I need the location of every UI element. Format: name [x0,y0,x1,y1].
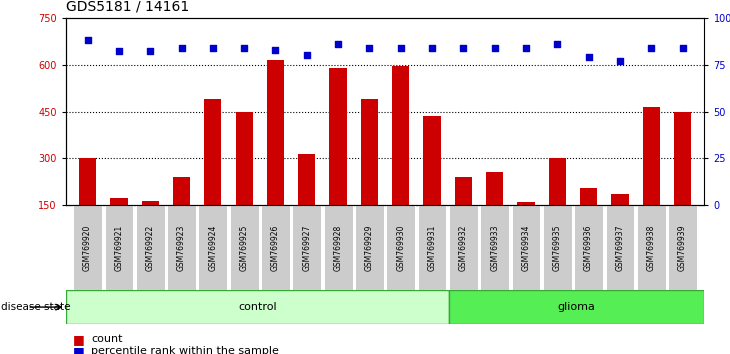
Bar [329,68,347,252]
FancyBboxPatch shape [543,205,572,290]
Point [489,45,501,51]
FancyBboxPatch shape [230,205,258,290]
FancyBboxPatch shape [104,205,134,290]
Point [645,45,657,51]
Text: GDS5181 / 14161: GDS5181 / 14161 [66,0,189,13]
Text: count: count [91,334,123,344]
FancyBboxPatch shape [386,205,415,290]
Point [145,48,156,54]
FancyBboxPatch shape [418,205,447,290]
FancyBboxPatch shape [449,205,477,290]
Bar [549,158,566,252]
Text: ■: ■ [73,345,85,354]
Bar [79,158,96,252]
Text: disease state: disease state [1,302,71,312]
Text: GSM769937: GSM769937 [615,224,624,271]
FancyBboxPatch shape [668,205,697,290]
Text: GSM769936: GSM769936 [584,224,593,271]
Text: GSM769926: GSM769926 [271,224,280,271]
Text: GSM769932: GSM769932 [459,224,468,271]
Point [301,52,312,58]
Text: GSM769927: GSM769927 [302,224,311,271]
Text: GSM769922: GSM769922 [146,225,155,271]
Text: GSM769921: GSM769921 [115,225,123,271]
Text: GSM769929: GSM769929 [365,224,374,271]
Bar [361,99,378,252]
FancyBboxPatch shape [323,205,353,290]
Point [364,45,375,51]
Bar [142,201,159,252]
Bar [611,194,629,252]
Text: percentile rank within the sample: percentile rank within the sample [91,346,279,354]
Point [332,41,344,47]
Bar [486,172,503,252]
Bar [449,290,704,324]
Bar [423,116,441,252]
Text: control: control [238,302,277,312]
Bar [204,99,221,252]
Point [238,45,250,51]
Point [207,45,219,51]
Bar [298,154,315,252]
Text: glioma: glioma [558,302,596,312]
Text: GSM769930: GSM769930 [396,224,405,271]
Point [520,45,532,51]
Point [176,45,188,51]
FancyBboxPatch shape [261,205,290,290]
Text: GSM769935: GSM769935 [553,224,562,271]
Text: GSM769925: GSM769925 [239,224,249,271]
FancyBboxPatch shape [136,205,165,290]
FancyBboxPatch shape [199,205,227,290]
FancyBboxPatch shape [512,205,540,290]
FancyBboxPatch shape [605,205,634,290]
FancyBboxPatch shape [293,205,321,290]
Bar [267,60,284,252]
Text: GSM769928: GSM769928 [334,225,342,271]
Bar [236,112,253,252]
FancyBboxPatch shape [73,205,102,290]
FancyBboxPatch shape [575,205,603,290]
Bar [110,198,128,252]
Text: GSM769923: GSM769923 [177,224,186,271]
Point [458,45,469,51]
Point [426,45,438,51]
Bar [455,177,472,252]
Point [583,54,594,60]
Bar [518,202,534,252]
Text: GSM769934: GSM769934 [521,224,531,271]
FancyBboxPatch shape [480,205,509,290]
Text: GSM769931: GSM769931 [428,224,437,271]
Point [82,38,93,43]
Text: GSM769924: GSM769924 [208,224,218,271]
Bar [173,177,190,252]
FancyBboxPatch shape [355,205,384,290]
Bar [642,107,660,252]
Text: GSM769920: GSM769920 [83,224,92,271]
Point [113,48,125,54]
Text: GSM769938: GSM769938 [647,224,656,271]
Text: GSM769933: GSM769933 [490,224,499,271]
Point [551,41,563,47]
Bar [674,112,691,252]
FancyBboxPatch shape [167,205,196,290]
Point [614,58,626,64]
Bar [66,290,449,324]
Text: GSM769939: GSM769939 [678,224,687,271]
Bar [580,188,597,252]
Point [395,45,407,51]
Point [677,45,688,51]
Bar [392,66,410,252]
Point [269,47,281,52]
Text: ■: ■ [73,333,85,346]
FancyBboxPatch shape [637,205,666,290]
